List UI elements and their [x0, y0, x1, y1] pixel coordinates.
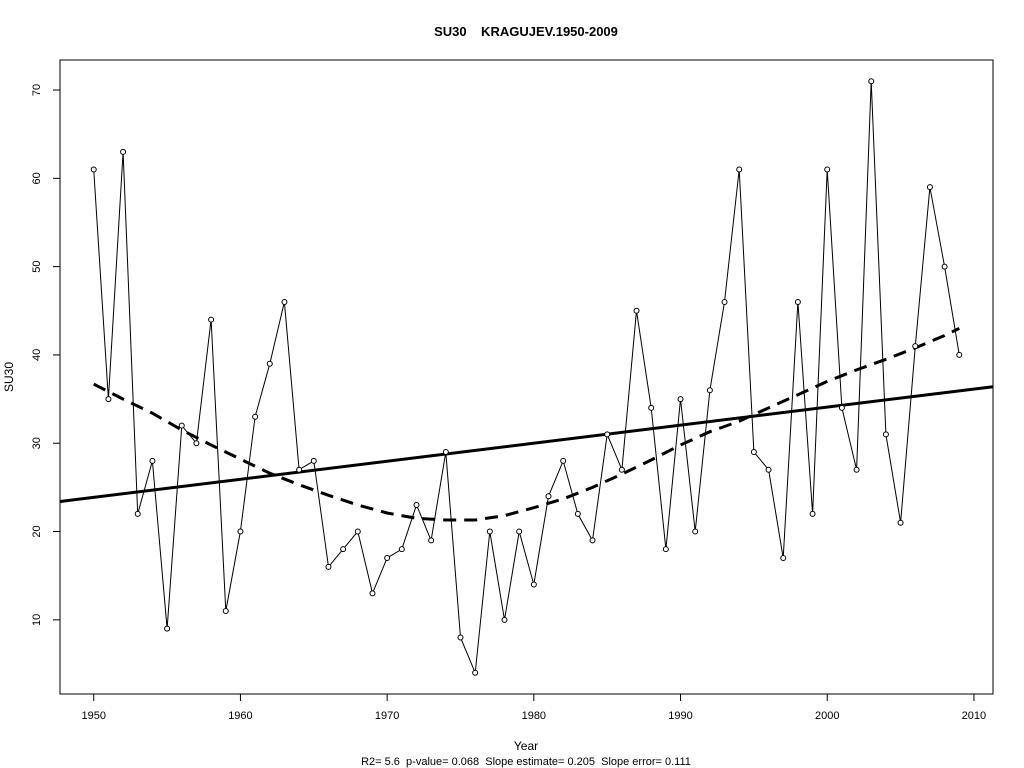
data-point-1973: [428, 537, 435, 544]
x-tick-label-1: 1960: [228, 710, 252, 722]
data-point-1974: [442, 449, 449, 456]
data-point-2003: [868, 78, 875, 85]
x-axis: 1950 1960 1970 1980 1990 2000 2010: [81, 694, 986, 722]
data-point-1982: [560, 457, 567, 464]
data-point-1980: [530, 581, 537, 588]
data-point-1979: [516, 528, 523, 535]
data-point-2001: [838, 404, 845, 411]
data-point-1960: [237, 528, 244, 535]
data-point-1978: [501, 616, 508, 623]
data-point-2004: [882, 431, 889, 438]
x-tick-label-6: 2010: [962, 710, 986, 722]
series-line-1: [59, 385, 994, 503]
plot-frame: [59, 59, 994, 695]
data-point-1972: [413, 502, 420, 509]
data-point-1950: [90, 166, 97, 173]
plot-lines: [59, 81, 994, 673]
data-point-2002: [853, 466, 860, 473]
data-point-1961: [252, 413, 259, 420]
data-point-1971: [398, 546, 405, 553]
y-tick-label-6: 70: [31, 84, 43, 96]
y-axis-label: SU30: [2, 362, 16, 392]
y-tick-label-3: 40: [31, 349, 43, 361]
plot-points: [90, 78, 963, 676]
x-tick-label-5: 2000: [815, 710, 839, 722]
data-point-2006: [912, 343, 919, 350]
y-tick-label-0: 10: [31, 614, 43, 626]
data-point-2008: [941, 263, 948, 270]
data-point-1977: [486, 528, 493, 535]
data-point-1959: [222, 607, 229, 614]
series-line-0: [93, 81, 960, 673]
data-point-1955: [164, 625, 171, 632]
stats-footer: R2= 5.6 p-value= 0.068 Slope estimate= 0…: [361, 756, 691, 768]
data-point-1975: [457, 634, 464, 641]
data-point-2007: [926, 184, 933, 191]
data-point-1985: [604, 431, 611, 438]
data-point-1995: [750, 449, 757, 456]
y-axis: 10 20 30 40 50 60 70: [31, 84, 60, 626]
data-point-1981: [545, 493, 552, 500]
data-point-1998: [794, 298, 801, 305]
data-point-1989: [662, 546, 669, 553]
data-point-1964: [296, 466, 303, 473]
data-point-1953: [134, 510, 141, 517]
data-point-1991: [692, 528, 699, 535]
data-point-2000: [824, 166, 831, 173]
y-tick-label-4: 50: [31, 260, 43, 272]
data-point-1956: [178, 422, 185, 429]
data-point-1970: [384, 555, 391, 562]
data-point-1994: [736, 166, 743, 173]
data-point-1951: [105, 396, 112, 403]
data-point-1954: [149, 457, 156, 464]
data-point-1969: [369, 590, 376, 597]
data-point-1957: [193, 440, 200, 447]
data-point-1990: [677, 396, 684, 403]
data-point-1986: [618, 466, 625, 473]
data-point-1966: [325, 563, 332, 570]
data-point-1992: [706, 387, 713, 394]
data-point-1999: [809, 510, 816, 517]
data-point-2009: [956, 351, 963, 358]
data-point-1987: [633, 307, 640, 314]
data-point-1958: [208, 316, 215, 323]
y-tick-label-1: 20: [31, 525, 43, 537]
data-point-1996: [765, 466, 772, 473]
x-tick-label-3: 1980: [522, 710, 546, 722]
data-point-2005: [897, 519, 904, 526]
x-tick-label-4: 1990: [668, 710, 692, 722]
series-line-2: [93, 327, 960, 522]
data-point-1984: [589, 537, 596, 544]
data-point-1983: [574, 510, 581, 517]
chart-title: SU30 KRAGUJEV.1950-2009: [434, 24, 618, 39]
data-point-1976: [472, 669, 479, 676]
data-point-1988: [648, 404, 655, 411]
x-tick-label-2: 1970: [375, 710, 399, 722]
data-point-1993: [721, 298, 728, 305]
data-point-1965: [310, 457, 317, 464]
y-tick-label-5: 60: [31, 172, 43, 184]
data-point-1967: [340, 546, 347, 553]
y-tick-label-2: 30: [31, 437, 43, 449]
x-axis-label: Year: [514, 739, 538, 753]
data-point-1962: [266, 360, 273, 367]
data-point-1997: [780, 555, 787, 562]
x-tick-label-0: 1950: [81, 710, 105, 722]
data-point-1963: [281, 298, 288, 305]
data-point-1952: [120, 148, 127, 155]
data-point-1968: [354, 528, 361, 535]
